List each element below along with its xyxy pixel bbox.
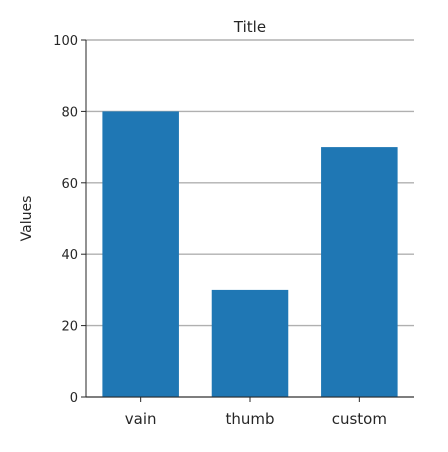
y-tick-label: 0 — [70, 391, 78, 406]
y-tick-label: 100 — [53, 34, 78, 49]
y-tick-label: 80 — [61, 105, 78, 120]
bar-thumb — [212, 290, 289, 397]
y-tick-label: 20 — [61, 320, 78, 335]
y-tick-label: 40 — [61, 248, 78, 263]
chart-title: Title — [233, 18, 266, 36]
y-tick-label: 60 — [61, 177, 78, 192]
bar-vain — [102, 111, 179, 397]
x-tick-label: thumb — [225, 410, 274, 428]
y-axis-label: Values — [19, 196, 35, 242]
x-tick-label: vain — [125, 410, 157, 428]
x-tick-label: custom — [332, 410, 387, 428]
bar-custom — [321, 147, 398, 397]
